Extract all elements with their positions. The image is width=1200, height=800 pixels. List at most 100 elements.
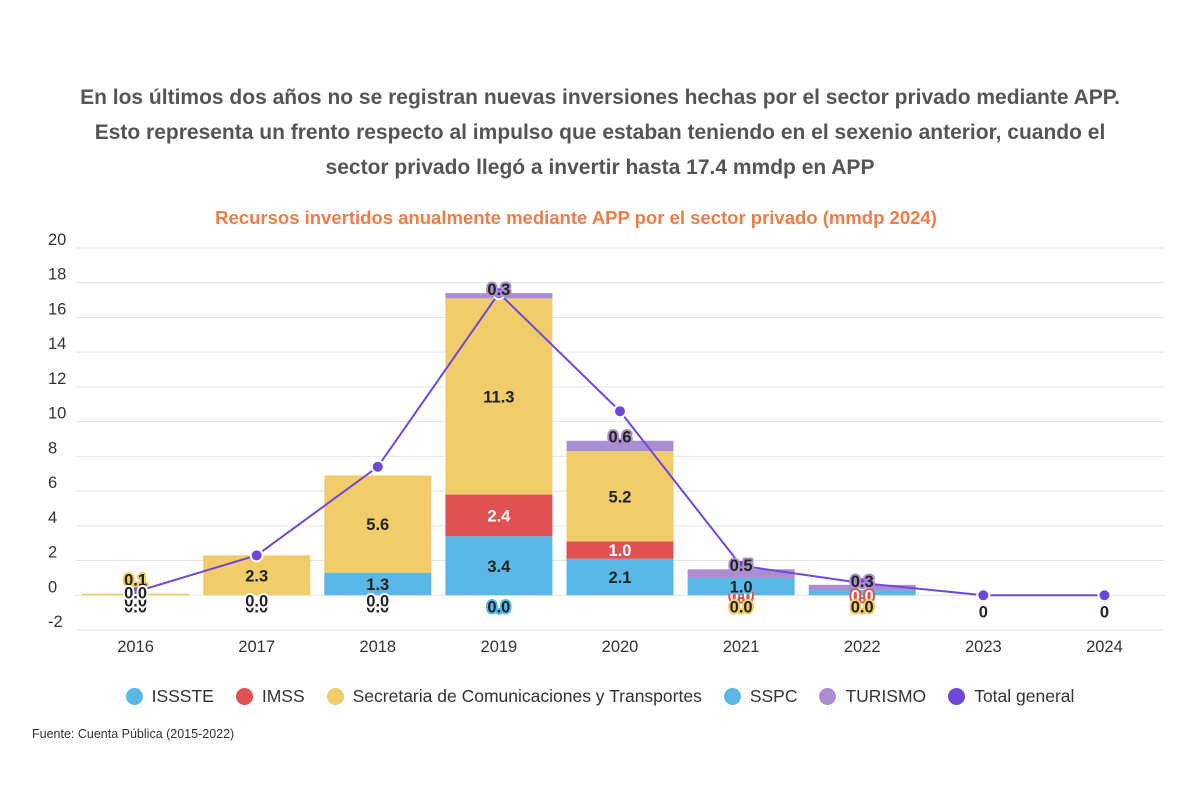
stacked-bar-line-chart: -2 0 2 4 6 8 10 12 14 16 18 20 2016 2017 2018 2019 2020… xyxy=(48,231,1165,656)
data-label-imss: 0.0 xyxy=(366,592,389,610)
data-label-sspc: 3.4 xyxy=(487,558,511,576)
legend-label: TURISMO xyxy=(845,686,927,706)
data-label-imss: 2.4 xyxy=(487,507,511,525)
y-tick-label: 10 xyxy=(48,405,66,423)
total-point xyxy=(734,558,749,573)
data-label-imss: 0.0 xyxy=(124,592,147,610)
data-label-imss: 1.0 xyxy=(609,542,632,560)
x-tick-label: 2021 xyxy=(723,638,760,656)
data-label-sspc: 2.1 xyxy=(609,569,632,587)
y-axis: -2 0 2 4 6 8 10 12 14 16 18 20 xyxy=(48,231,66,631)
y-tick-label: 12 xyxy=(48,370,66,388)
y-tick-label: 0 xyxy=(48,578,57,596)
data-label-total: 0 xyxy=(1100,603,1109,621)
total-point xyxy=(1097,588,1112,603)
source-note: Fuente: Cuenta Pública (2015-2022) xyxy=(32,727,235,741)
y-tick-label: 4 xyxy=(48,509,57,527)
total-point xyxy=(613,404,627,419)
legend-marker xyxy=(326,688,344,705)
bar-sspc xyxy=(566,558,674,596)
legend-label: Secretaria de Comunicaciones y Transport… xyxy=(352,686,702,706)
data-label-issste: 0.0 xyxy=(366,598,389,616)
bar-sspc xyxy=(808,590,916,596)
bar-sspc xyxy=(445,536,553,596)
data-label-issste: 0.0 xyxy=(245,598,268,616)
data-label-turismo: 0.3 xyxy=(487,281,510,299)
data-labels: 0.00.00.10.00.00.02.30.00.05.61.30.02.41… xyxy=(122,279,1111,623)
data-label-issste: 0.0 xyxy=(487,598,510,616)
bar-sspc xyxy=(687,577,795,596)
y-tick-label: 18 xyxy=(48,266,66,284)
legend-marker xyxy=(125,688,143,705)
total-point xyxy=(370,459,385,474)
total-line xyxy=(128,286,1112,603)
x-tick-label: 2016 xyxy=(117,638,154,656)
data-label-imss: 0.0 xyxy=(851,587,874,605)
data-label-turismo: 0.6 xyxy=(609,429,632,447)
bars xyxy=(82,293,916,596)
bar-turismo xyxy=(687,569,795,578)
x-tick-label: 2018 xyxy=(359,638,396,656)
legend-label: ISSSTE xyxy=(151,686,214,706)
data-label-sct: 0.1 xyxy=(124,572,147,590)
chart-title: Recursos invertidos anualmente mediante … xyxy=(215,207,937,228)
headline-line-1: En los últimos dos años no se registran … xyxy=(80,86,1120,109)
x-axis: 2016 2017 2018 2019 2020 2021 2022 2023 2024 xyxy=(117,638,1123,656)
bar-turismo xyxy=(566,440,674,452)
x-tick-label: 2017 xyxy=(238,638,275,656)
headline: En los últimos dos años no se registran … xyxy=(0,80,1200,185)
x-tick-label: 2022 xyxy=(844,638,881,656)
data-label-sct: 2.3 xyxy=(245,567,268,585)
data-label-sspc: 1.3 xyxy=(366,576,389,594)
data-label-sspc: 0.0 xyxy=(124,584,147,602)
legend-item: IMSS xyxy=(235,686,305,707)
total-point xyxy=(249,548,264,563)
x-tick-label: 2019 xyxy=(481,638,518,656)
bar-imss xyxy=(445,494,553,537)
data-label-sct: 5.6 xyxy=(366,516,389,534)
y-tick-label: 20 xyxy=(48,231,66,249)
data-label-turismo: 0.3 xyxy=(851,573,874,591)
total-point xyxy=(976,588,991,603)
data-label-imss: 0.0 xyxy=(245,592,268,610)
legend-marker xyxy=(948,688,966,705)
y-tick-label: 14 xyxy=(48,335,66,353)
legend-item: Total general xyxy=(948,686,1074,707)
headline-line-2: Esto representa un frento respecto al im… xyxy=(94,121,1106,144)
y-tick-label: 6 xyxy=(48,474,57,492)
total-point xyxy=(128,584,143,599)
data-label-sspc: 1.0 xyxy=(730,579,753,597)
headline-line-3: sector privado llegó a invertir hasta 17… xyxy=(325,156,875,179)
total-point xyxy=(491,286,506,301)
x-tick-label: 2024 xyxy=(1086,638,1123,656)
data-label-imss: 0.0 xyxy=(730,587,753,605)
bar-secretaria-de-comunicaciones-y-transportes xyxy=(445,298,553,495)
legend: ISSSTE IMSS Secretaria de Comunicaciones y… xyxy=(0,686,1200,707)
x-tick-label: 2020 xyxy=(602,638,639,656)
legend-label: Total general xyxy=(974,686,1075,706)
legend-marker xyxy=(235,688,253,705)
y-tick-label: -2 xyxy=(48,613,63,631)
y-tick-label: 2 xyxy=(48,544,57,562)
bar-sspc xyxy=(324,572,432,596)
y-tick-label: 8 xyxy=(48,439,57,457)
total-point xyxy=(855,576,870,591)
data-label-sct: 0.0 xyxy=(851,598,874,616)
legend-item: ISSSTE xyxy=(125,686,214,707)
bar-imss xyxy=(566,541,674,559)
legend-item: Secretaria de Comunicaciones y Transport… xyxy=(326,686,702,707)
data-label-sct: 5.2 xyxy=(609,488,632,506)
legend-label: SSPC xyxy=(749,686,798,706)
legend-marker xyxy=(723,688,741,705)
legend-marker xyxy=(819,688,837,705)
bar-secretaria-de-comunicaciones-y-transportes xyxy=(566,451,674,542)
data-label-total: 0 xyxy=(979,603,988,621)
data-label-issste: 0.0 xyxy=(124,598,147,616)
data-label-sct: 11.3 xyxy=(483,388,514,406)
data-label-turismo: 0.5 xyxy=(730,557,753,575)
legend-item: SSPC xyxy=(723,686,798,707)
x-tick-label: 2023 xyxy=(965,638,1002,656)
y-tick-label: 16 xyxy=(48,300,66,318)
legend-item: TURISMO xyxy=(819,686,926,707)
data-label-sct: 0.0 xyxy=(730,598,753,616)
